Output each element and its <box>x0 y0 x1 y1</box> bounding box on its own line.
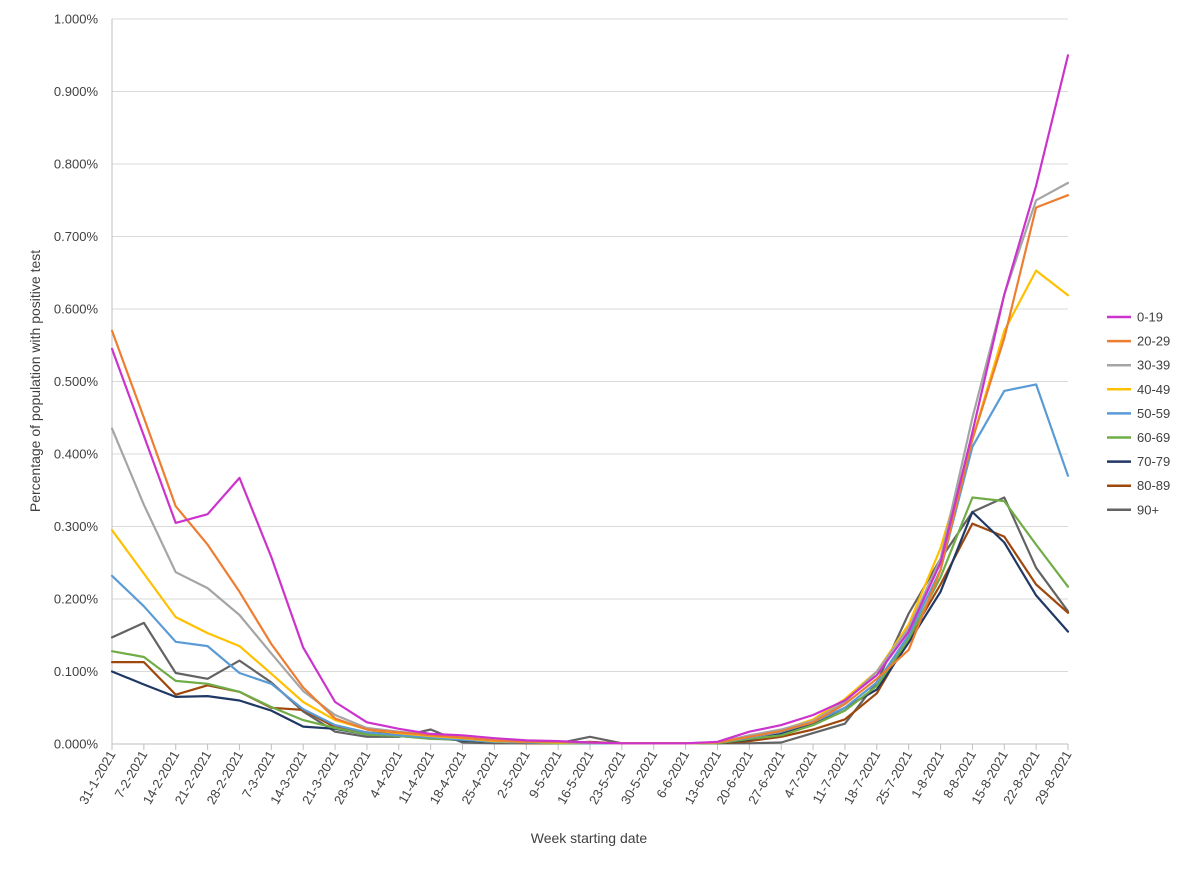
series-lines <box>110 54 1070 745</box>
y-tick-label: 0.100% <box>54 664 99 679</box>
legend-label: 30-39 <box>1137 358 1170 373</box>
series-line-50-59 <box>110 383 1070 745</box>
series-line-70-79 <box>110 510 1070 745</box>
x-tick-label: 31-1-2021 <box>76 748 119 807</box>
legend-label: 40-49 <box>1137 382 1170 397</box>
legend-label: 0-19 <box>1137 310 1163 325</box>
y-axis-title: Percentage of population with positive t… <box>27 250 43 512</box>
axes <box>111 19 1069 750</box>
gridlines <box>112 18 1068 672</box>
y-tick-label: 0.300% <box>54 519 99 534</box>
y-tick-label: 1.000% <box>54 12 99 27</box>
y-tick-label: 0.000% <box>54 737 99 752</box>
y-tick-label: 0.600% <box>54 302 99 317</box>
x-axis-ticks: 31-1-20217-2-202114-2-202121-2-202128-2-… <box>76 748 1075 807</box>
y-tick-label: 0.400% <box>54 447 99 462</box>
y-tick-label: 0.800% <box>54 157 99 172</box>
y-axis-ticks: 0.000% 0.100% 0.200% 0.300% 0.400% 0.500% 0.60… <box>54 12 99 752</box>
legend-label: 60-69 <box>1137 430 1170 445</box>
series-line-0-19 <box>110 54 1070 745</box>
legend-label: 90+ <box>1137 502 1159 517</box>
y-tick-label: 0.200% <box>54 592 99 607</box>
x-axis-title: Week starting date <box>531 830 648 846</box>
y-tick-label: 0.500% <box>54 374 99 389</box>
legend-label: 50-59 <box>1137 406 1170 421</box>
legend-label: 70-79 <box>1137 454 1170 469</box>
series-line-90+ <box>110 496 1070 745</box>
y-tick-label: 0.900% <box>54 84 99 99</box>
legend: 0-19 20-29 30-39 40-49 50-59 60-69 70-79 80-89 9… <box>1107 310 1170 517</box>
legend-label: 20-29 <box>1137 334 1170 349</box>
y-tick-label: 0.700% <box>54 229 99 244</box>
legend-label: 80-89 <box>1137 478 1170 493</box>
